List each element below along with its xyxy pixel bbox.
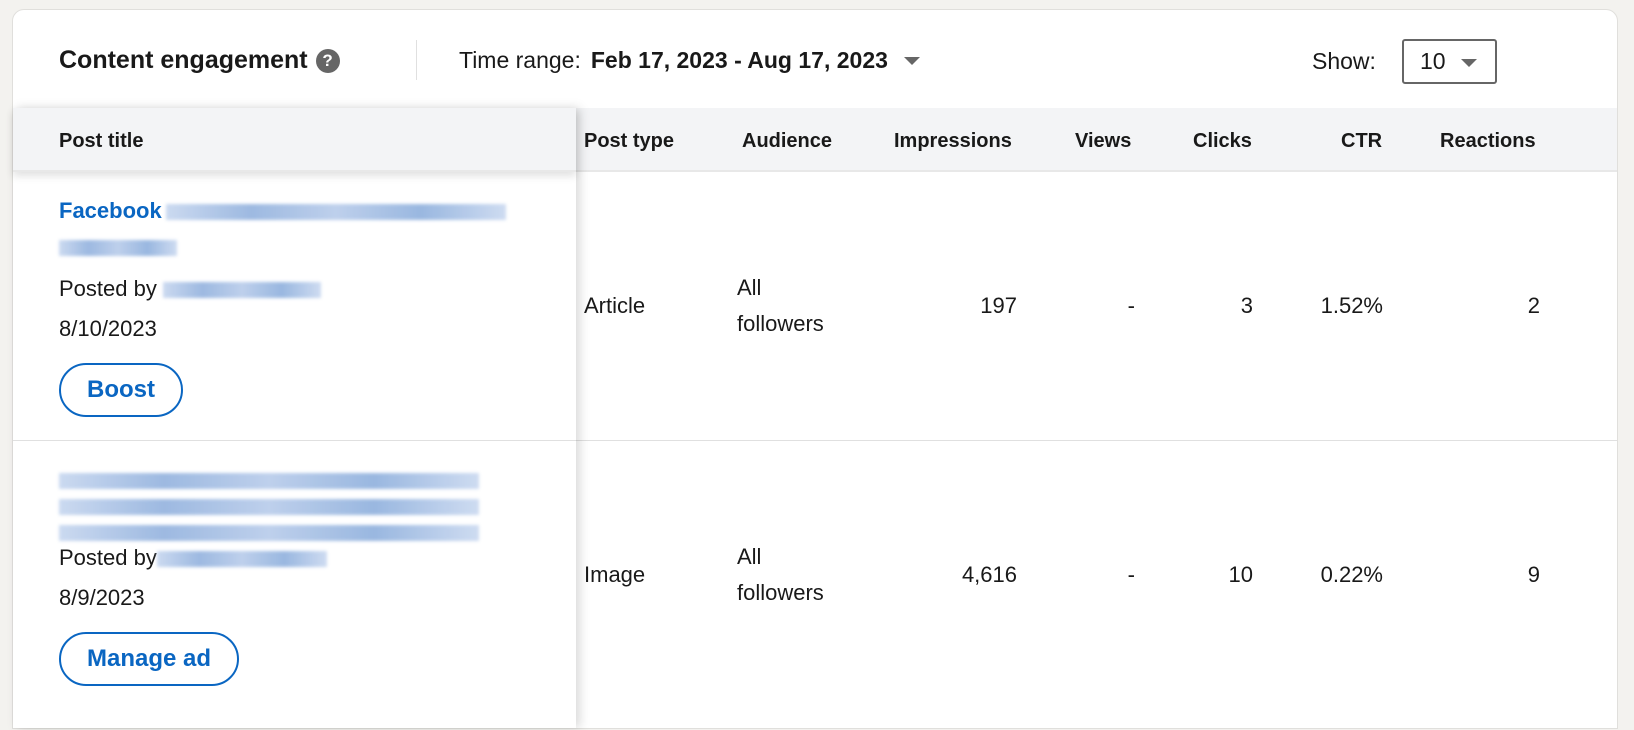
post-cell: Posted by 8/9/2023 Manage ad — [13, 441, 576, 728]
time-range-dropdown[interactable]: Time range: Feb 17, 2023 - Aug 17, 2023 — [459, 47, 920, 74]
caret-down-icon — [903, 56, 920, 65]
post-date: 8/10/2023 — [59, 316, 157, 341]
views: - — [1127, 293, 1135, 318]
redacted-title[interactable] — [59, 499, 479, 516]
ctr: 1.52% — [1320, 293, 1383, 318]
time-range-value: Feb 17, 2023 - Aug 17, 2023 — [590, 47, 888, 73]
post-title-link[interactable]: Facebook — [59, 198, 506, 224]
audience-line: All — [737, 544, 762, 569]
col-audience[interactable]: Audience — [742, 130, 833, 152]
col-post-type[interactable]: Post type — [584, 130, 675, 152]
col-clicks[interactable]: Clicks — [1193, 130, 1252, 152]
col-reactions[interactable]: Reactions — [1440, 130, 1536, 152]
reactions: 9 — [1527, 562, 1540, 587]
posted-by-label: Posted by — [59, 545, 157, 570]
table-row: Image All followers 4,616 - 10 0.22% 9 — [13, 441, 1617, 728]
redacted-title[interactable] — [59, 525, 479, 542]
col-post-title-header: Post title — [13, 108, 576, 172]
audience-line: followers — [737, 580, 824, 605]
redacted-title[interactable] — [59, 473, 479, 490]
divider — [416, 40, 417, 80]
card-title: Content engagement? — [59, 46, 340, 75]
clicks: 10 — [1228, 562, 1253, 587]
post-title-prefix[interactable]: Facebook — [59, 198, 162, 223]
post-cell: Facebook Posted by 8/10/2023 Boost — [13, 172, 576, 441]
post-date: 8/9/2023 — [59, 585, 145, 610]
audience-line: All — [737, 275, 762, 300]
reactions: 2 — [1527, 293, 1540, 318]
table-row: Article All followers 197 - 3 1.52% 2 — [13, 172, 1617, 441]
audience: All followers — [737, 270, 824, 342]
title-text: Content engagement — [59, 46, 308, 74]
posted-by-label: Posted by — [59, 276, 157, 301]
redacted-title — [165, 204, 506, 221]
col-views[interactable]: Views — [1075, 130, 1132, 152]
col-post-title[interactable]: Post title — [59, 130, 144, 152]
audience: All followers — [737, 539, 824, 611]
boost-button[interactable]: Boost — [59, 363, 183, 417]
show-count-value: 10 — [1420, 48, 1446, 74]
show-count-select[interactable]: 10 — [1402, 39, 1497, 84]
clicks: 3 — [1240, 293, 1253, 318]
post-type: Image — [584, 562, 646, 587]
post-type: Article — [584, 293, 646, 318]
views: - — [1127, 562, 1135, 587]
impressions: 197 — [980, 293, 1017, 318]
content-engagement-card: Content engagement? Time range: Feb 17, 2… — [12, 9, 1618, 729]
help-icon[interactable]: ? — [315, 48, 340, 73]
card-header: Content engagement? Time range: Feb 17, 2… — [13, 10, 1617, 110]
manage-ad-button[interactable]: Manage ad — [59, 632, 240, 686]
impressions: 4,616 — [961, 562, 1017, 587]
posted-by: Posted by — [59, 545, 327, 571]
show-label: Show: — [1312, 48, 1376, 74]
posted-by: Posted by — [59, 276, 321, 302]
time-range-label: Time range: — [459, 47, 581, 73]
redacted-author — [156, 551, 327, 568]
ctr: 0.22% — [1320, 562, 1383, 587]
caret-down-icon — [1461, 59, 1477, 67]
col-ctr[interactable]: CTR — [1341, 130, 1383, 152]
post-title-column: Post title Facebook Posted by 8/10/2023 … — [13, 108, 576, 728]
redacted-title — [59, 240, 177, 257]
redacted-author — [162, 282, 321, 299]
audience-line: followers — [737, 311, 824, 336]
col-impressions[interactable]: Impressions — [894, 130, 1012, 152]
